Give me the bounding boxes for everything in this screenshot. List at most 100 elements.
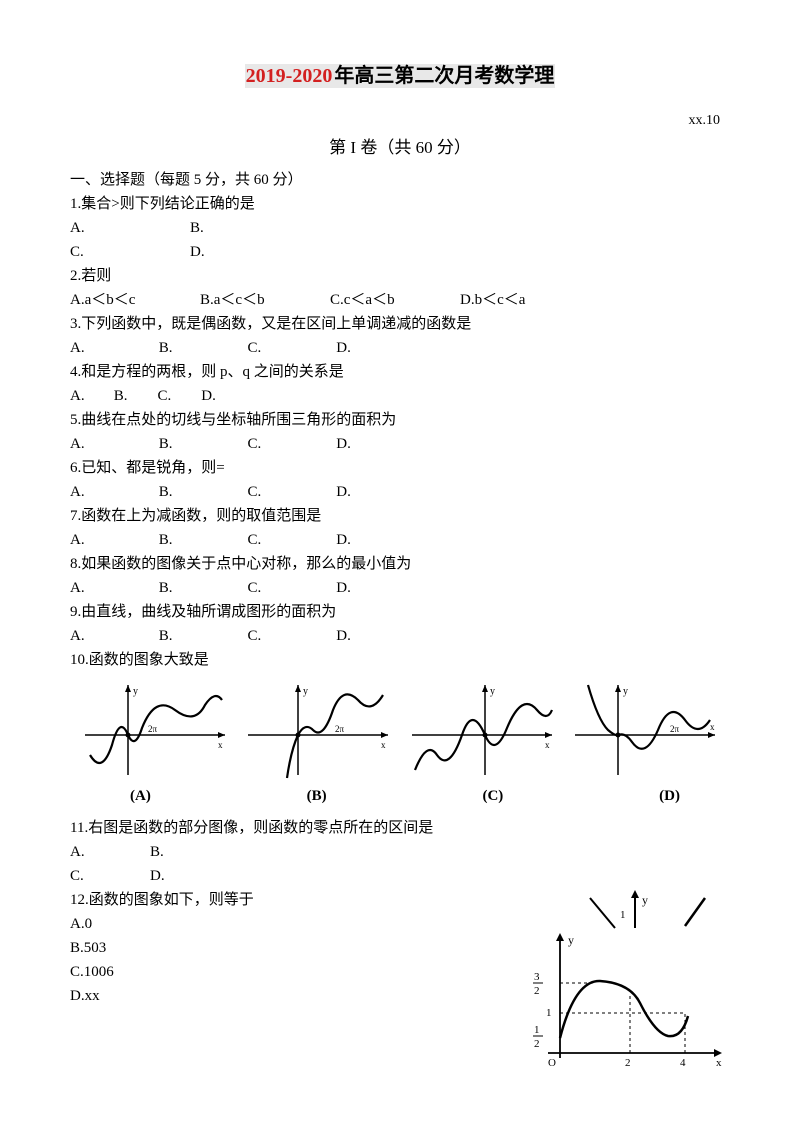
svg-text:2: 2 [534, 985, 540, 997]
svg-text:2π: 2π [335, 724, 345, 734]
title-year: 2019-2020 [245, 64, 334, 88]
q6-stem: 6.已知、都是锐角，则= [70, 456, 730, 480]
svg-text:x: x [710, 722, 715, 732]
svg-text:2: 2 [625, 1057, 631, 1068]
q1-opts-row1: A. B. [70, 216, 730, 240]
q11-opts-row1: A. B. [70, 840, 730, 864]
q11-opt-b: B. [150, 840, 270, 864]
q7-opt-b: B. [159, 528, 244, 552]
q12-graph: y 1 y x O 3 2 1 1 2 2 4 [520, 888, 730, 1068]
q4-opt-b: B. [114, 384, 154, 408]
q12-opt-c: C.1006 [70, 960, 520, 984]
q9-opt-a: A. [70, 624, 155, 648]
q6-opt-c: C. [248, 480, 333, 504]
q11-opts-row2: C. D. [70, 864, 730, 888]
svg-text:y: y [623, 686, 628, 697]
q6-opt-b: B. [159, 480, 244, 504]
q7-opt-a: A. [70, 528, 155, 552]
q2-opt-d: D.b＜c＜a [460, 288, 590, 312]
q1-opt-c: C. [70, 240, 190, 264]
svg-text:1: 1 [546, 1007, 552, 1019]
title-rest: 年高三第二次月考数学理 [333, 64, 555, 88]
q3-opts: A. B. C. D. [70, 336, 730, 360]
svg-text:1: 1 [534, 1024, 540, 1036]
q2-opt-c: C.c＜a＜b [330, 288, 460, 312]
q12-opt-d: D.xx [70, 984, 520, 1008]
q5-opt-d: D. [336, 432, 421, 456]
q11-opt-c: C. [70, 864, 150, 888]
svg-text:x: x [545, 740, 550, 750]
svg-text:2π: 2π [670, 724, 680, 734]
q4-opt-d: D. [201, 384, 241, 408]
q9-opt-d: D. [336, 624, 421, 648]
q8-opts: A. B. C. D. [70, 576, 730, 600]
q12-opt-b: B.503 [70, 936, 520, 960]
q9-stem: 9.由直线，曲线及轴所谓成图形的面积为 [70, 600, 730, 624]
q8-opt-c: C. [248, 576, 333, 600]
q12-left: 12.函数的图象如下，则等于 A.0 B.503 C.1006 D.xx [70, 888, 520, 1068]
q1-opt-b: B. [190, 216, 310, 240]
svg-text:2: 2 [534, 1038, 540, 1050]
q4-opts: A. B. C. D. [70, 384, 730, 408]
q2-opt-a: A.a＜b＜c [70, 288, 200, 312]
q2-opts: A.a＜b＜c B.a＜c＜b C.c＜a＜b D.b＜c＜a [70, 288, 730, 312]
svg-text:O: O [548, 1057, 556, 1068]
q10-graph-c: y x [407, 680, 557, 780]
q3-opt-a: A. [70, 336, 155, 360]
q5-opts: A. B. C. D. [70, 432, 730, 456]
q11-opt-d: D. [150, 864, 270, 888]
q7-opt-c: C. [248, 528, 333, 552]
q11-opt-a: A. [70, 840, 150, 864]
svg-text:y: y [568, 933, 574, 947]
q4-stem: 4.和是方程的两根，则 p、q 之间的关系是 [70, 360, 730, 384]
q10-label-a: (A) [130, 784, 151, 808]
q1-stem: 1.集合>则下列结论正确的是 [70, 192, 730, 216]
q4-opt-c: C. [158, 384, 198, 408]
q10-label-c: (C) [482, 784, 503, 808]
q8-opt-b: B. [159, 576, 244, 600]
q7-stem: 7.函数在上为减函数，则的取值范围是 [70, 504, 730, 528]
q9-opt-b: B. [159, 624, 244, 648]
q10-label-d: (D) [659, 784, 680, 808]
q8-opt-a: A. [70, 576, 155, 600]
svg-text:y: y [642, 893, 648, 907]
q2-stem: 2.若则 [70, 264, 730, 288]
q6-opt-d: D. [336, 480, 421, 504]
q1-opt-a: A. [70, 216, 190, 240]
q6-opts: A. B. C. D. [70, 480, 730, 504]
q12-stem: 12.函数的图象如下，则等于 [70, 888, 520, 912]
q7-opts: A. B. C. D. [70, 528, 730, 552]
q3-stem: 3.下列函数中，既是偶函数，又是在区间上单调递减的函数是 [70, 312, 730, 336]
date-stamp: xx.10 [70, 110, 730, 132]
q5-stem: 5.曲线在点处的切线与坐标轴所围三角形的面积为 [70, 408, 730, 432]
q10-graph-a: y x 2π [80, 680, 230, 780]
q10-labels: (A) (B) (C) (D) [70, 784, 730, 808]
q10-label-b: (B) [307, 784, 327, 808]
q10-graphs: y x 2π y x 2π y x y x 2π [70, 680, 730, 780]
q10-graph-d: y x 2π [570, 680, 720, 780]
q5-opt-c: C. [248, 432, 333, 456]
q9-opts: A. B. C. D. [70, 624, 730, 648]
q3-opt-c: C. [248, 336, 333, 360]
q8-stem: 8.如果函数的图像关于点中心对称，那么的最小值为 [70, 552, 730, 576]
q3-opt-b: B. [159, 336, 244, 360]
q11-stem: 11.右图是函数的部分图像，则函数的零点所在的区间是 [70, 816, 730, 840]
svg-text:1: 1 [620, 909, 626, 921]
svg-text:y: y [303, 686, 308, 697]
q5-opt-a: A. [70, 432, 155, 456]
q4-opt-a: A. [70, 384, 110, 408]
q8-opt-d: D. [336, 576, 421, 600]
page-title: 2019-2020年高三第二次月考数学理 [70, 60, 730, 92]
q12-wrap: 12.函数的图象如下，则等于 A.0 B.503 C.1006 D.xx y 1… [70, 888, 730, 1068]
q12-opt-a: A.0 [70, 912, 520, 936]
svg-text:x: x [218, 740, 223, 750]
q7-opt-d: D. [336, 528, 421, 552]
svg-text:x: x [716, 1057, 722, 1068]
q1-opt-d: D. [190, 240, 310, 264]
svg-text:3: 3 [534, 971, 540, 983]
svg-text:y: y [133, 686, 138, 697]
svg-text:y: y [490, 686, 495, 697]
svg-text:2π: 2π [148, 724, 158, 734]
svg-text:x: x [381, 740, 386, 750]
part-heading: 一、选择题（每题 5 分，共 60 分） [70, 168, 730, 192]
